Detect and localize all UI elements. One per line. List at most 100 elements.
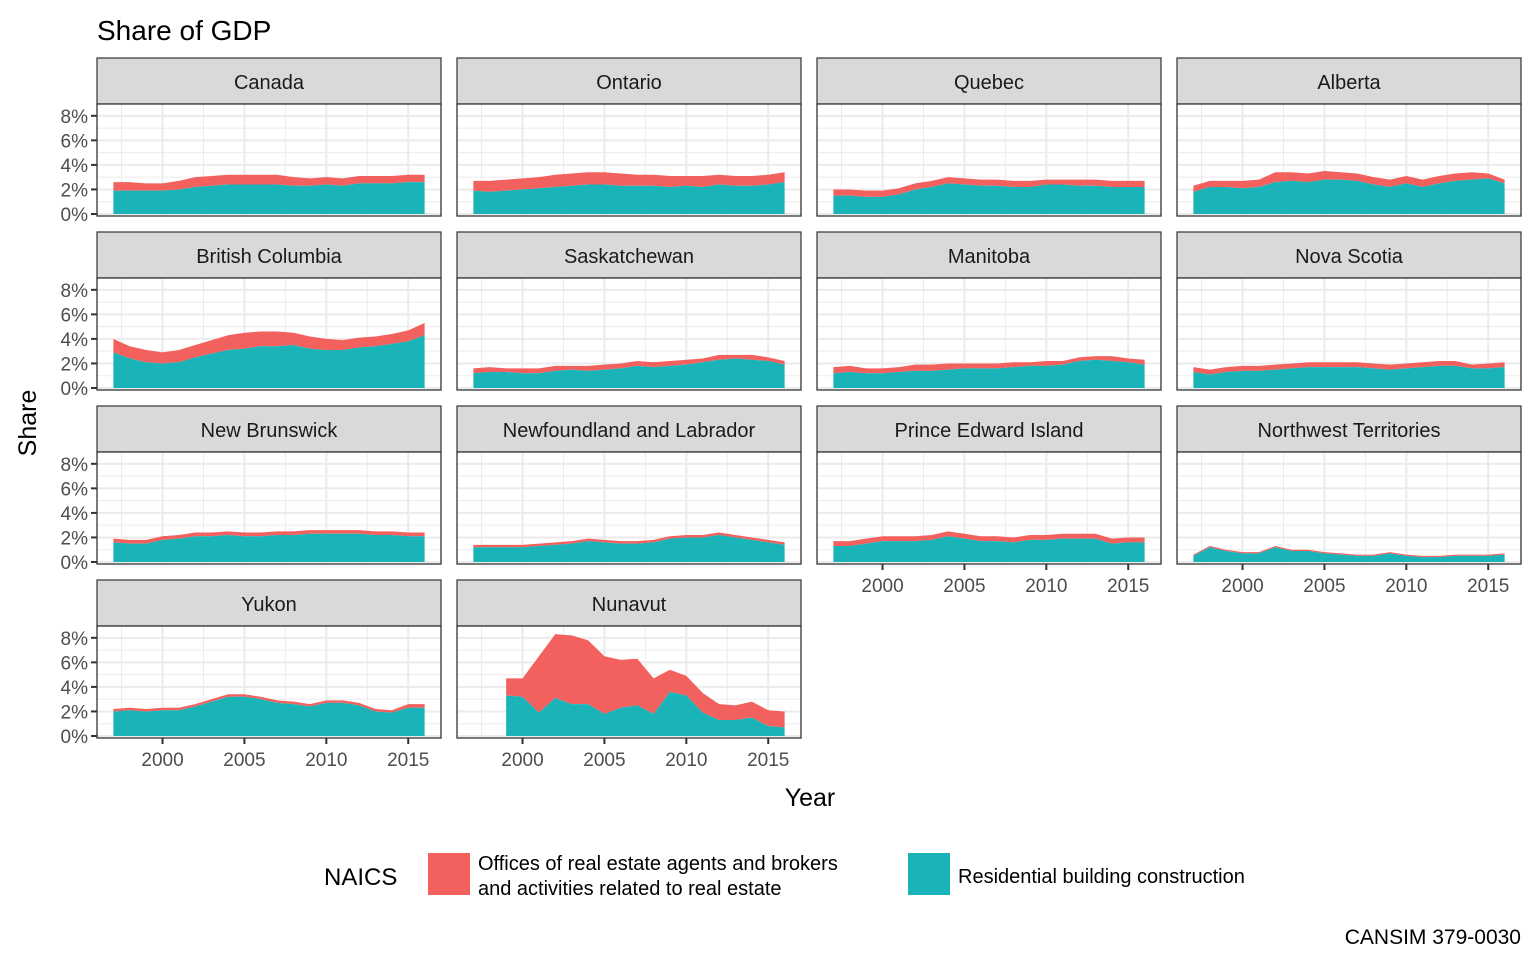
facet-strip [1176,57,1522,105]
facet-strip-label: Canada [234,72,305,94]
area-real-estate [473,532,785,548]
facet-strip-label: Alberta [1317,72,1381,94]
area-real-estate [1193,361,1505,375]
x-tick-label: 2015 [387,750,429,771]
area-real-estate [833,356,1145,374]
area-real-estate [833,531,1145,547]
legend-key-residential [908,853,950,895]
panel-border [816,103,1162,217]
legend-label-residential: Residential building construction [958,866,1245,888]
panel-border [456,625,802,739]
y-tick-label: 0% [61,727,89,748]
x-tick-label: 2000 [861,576,903,597]
x-tick-label: 2000 [141,750,183,771]
x-tick-label: 2000 [501,750,543,771]
panel-border [816,451,1162,565]
facet-strip [96,57,442,105]
area-residential [1193,547,1505,562]
facet-strip [816,405,1162,453]
facet-northwest-territories: Northwest Territories 2000 2005 2010 2015 [1176,405,1522,597]
area-residential [113,696,425,736]
caption: CANSIM 379-0030 [1345,926,1521,949]
facet-strip-label: Nunavut [592,594,667,616]
x-tick-label: 2010 [665,750,707,771]
x-tick-label: 2015 [1467,576,1509,597]
area-real-estate [113,174,425,191]
x-tick-label: 2015 [747,750,789,771]
y-tick-label: 4% [61,156,89,177]
facet-strip [456,231,802,279]
facet-strip-label: Northwest Territories [1257,420,1440,442]
y-tick-label: 2% [61,528,89,549]
y-tick-label: 8% [61,107,89,128]
area-residential [833,359,1145,388]
area-real-estate [1193,546,1505,558]
legend-key-real-estate [428,853,470,895]
x-tick-label: 2005 [1303,576,1345,597]
y-tick-label: 0% [61,553,89,574]
panel-border [456,451,802,565]
facet-strip-label: Yukon [241,594,297,616]
facet-prince-edward-island: Prince Edward Island 2000 2005 2010 2015 [816,405,1162,597]
facet-alberta: Alberta [1176,57,1522,217]
area-residential [1193,178,1505,214]
x-tick-label: 2015 [1107,576,1149,597]
x-tick-label: 2010 [305,750,347,771]
area-real-estate [113,322,425,364]
legend-label-real-estate-line2: and activities related to real estate [478,878,782,900]
y-tick-label: 8% [61,629,89,650]
facet-strip [96,231,442,279]
facet-strip [816,57,1162,105]
x-tick-label: 2010 [1025,576,1067,597]
area-residential [506,691,785,736]
facet-strip [1176,231,1522,279]
x-tick-label: 2010 [1385,576,1427,597]
panel-border [1176,103,1522,217]
panel-border [1176,451,1522,565]
area-real-estate [473,172,785,192]
area-real-estate [1193,171,1505,192]
x-tick-label: 2000 [1221,576,1263,597]
panel-border [1176,277,1522,391]
facet-quebec: Quebec [816,57,1162,217]
y-tick-label: 2% [61,702,89,723]
facet-nunavut: Nunavut 2000 2005 2010 2015 [456,579,802,771]
facet-yukon: Yukon 0% 2% 4% 6% 8% 2000 2005 2010 2015 [61,579,442,771]
legend: NAICS Offices of real estate agents and … [324,853,1245,900]
panel-border [816,277,1162,391]
y-tick-label: 4% [61,504,89,525]
facet-strip-label: British Columbia [196,246,342,268]
panel-background [1177,452,1521,564]
facet-strip-label: Manitoba [948,246,1031,268]
panel-border [96,277,442,391]
chart-title: Share of GDP [97,15,271,46]
y-tick-label: 6% [61,305,89,326]
area-residential [833,536,1145,562]
facet-strip-label: Saskatchewan [564,246,694,268]
area-residential [1193,365,1505,388]
facet-strip-label: Ontario [596,72,662,94]
facet-strip-label: Prince Edward Island [895,420,1084,442]
x-tick-label: 2005 [583,750,625,771]
facet-saskatchewan: Saskatchewan [456,231,802,391]
area-real-estate [506,634,785,728]
facet-strip [456,405,802,453]
facet-strip-label: Nova Scotia [1295,246,1404,268]
y-tick-label: 0% [61,205,89,226]
facet-manitoba: Manitoba [816,231,1162,391]
panel-border [96,451,442,565]
area-residential [473,182,785,214]
area-residential [113,335,425,388]
area-real-estate [833,177,1145,197]
x-tick-label: 2005 [223,750,265,771]
panel-border [456,103,802,217]
y-tick-label: 6% [61,653,89,674]
facet-canada: Canada 0% 2% 4% 6% 8% [61,57,442,226]
area-real-estate [113,694,425,713]
y-tick-label: 8% [61,281,89,302]
area-real-estate [113,530,425,544]
area-real-estate [473,354,785,374]
y-axis-title: Share [14,390,42,457]
area-residential [473,358,785,388]
facet-nova-scotia: Nova Scotia [1176,231,1522,391]
